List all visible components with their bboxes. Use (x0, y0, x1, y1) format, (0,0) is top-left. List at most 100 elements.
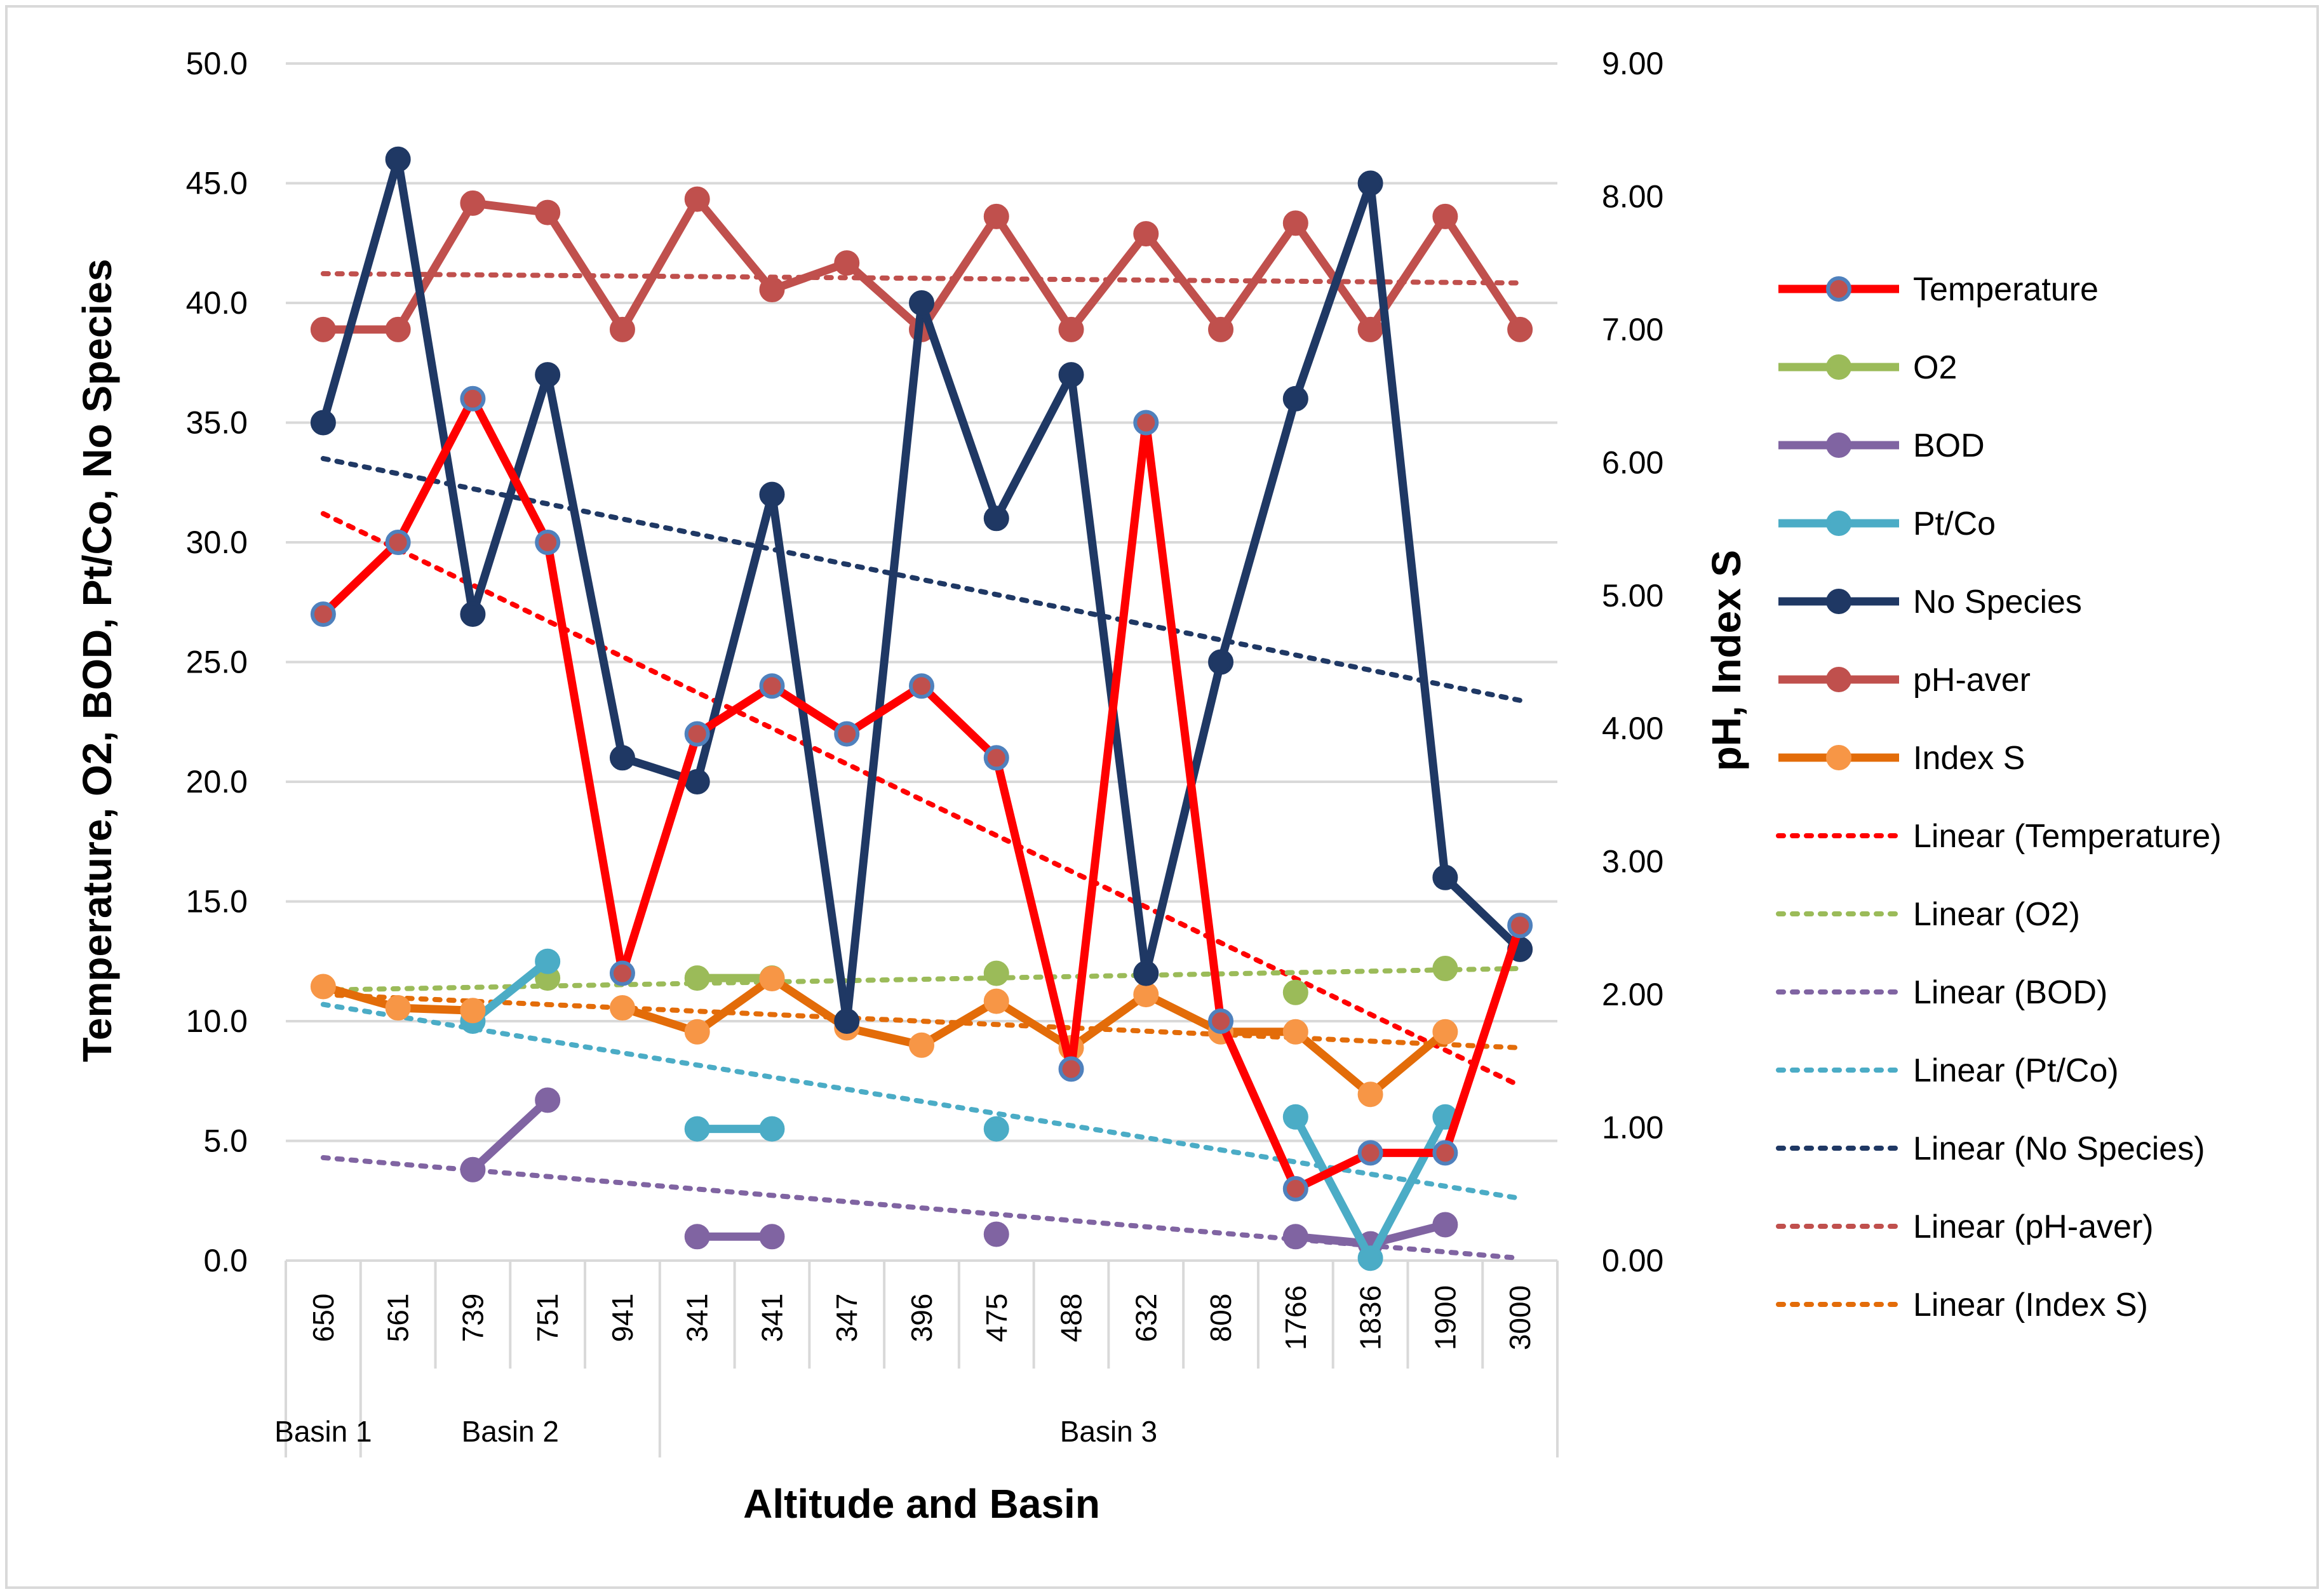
data-point (1282, 385, 1308, 412)
x-tick-label: 632 (1129, 1294, 1162, 1343)
series-line-segment (319, 982, 403, 1012)
y-left-tick-label: 30.0 (186, 525, 248, 560)
series-line-segment (842, 1023, 926, 1050)
legend-swatch-marker (1826, 589, 1851, 614)
data-point (460, 601, 486, 627)
series-line-segment (1141, 229, 1225, 334)
legend-entry: Linear (No Species) (1776, 1130, 2205, 1167)
legend-label: Linear (Index S) (1913, 1287, 2148, 1323)
legend-label: No Species (1913, 584, 2082, 620)
data-point (684, 1224, 710, 1250)
x-tick-label: 1836 (1354, 1285, 1387, 1350)
data-point (1357, 316, 1383, 342)
data-point (1357, 1082, 1383, 1108)
legend-entry: Temperature (1778, 271, 2099, 308)
y-left-tick-label: 40.0 (186, 285, 248, 321)
x-group-label: Basin 3 (1060, 1415, 1157, 1448)
y-right-tick-label: 4.00 (1602, 711, 1663, 746)
x-tick-label: 341 (681, 1294, 714, 1343)
series-line-segment (468, 394, 552, 547)
data-point (535, 362, 561, 388)
data-point (385, 316, 411, 342)
data-point (684, 721, 710, 747)
series-line-segment (1141, 658, 1225, 978)
series-line-segment (693, 681, 776, 739)
series-line-segment (618, 730, 702, 978)
y-right-tick-label: 2.00 (1602, 977, 1663, 1012)
data-point (535, 199, 561, 225)
data-point (609, 995, 635, 1021)
legend-swatch-marker (1826, 667, 1851, 692)
data-point (609, 745, 635, 771)
data-point (909, 1032, 934, 1058)
series-group (310, 385, 1533, 1202)
legend-entry: Linear (Temperature) (1776, 818, 2222, 855)
data-point (609, 960, 635, 986)
y-right-tick-label: 0.00 (1602, 1243, 1663, 1278)
data-point (1208, 316, 1234, 342)
legend-label: pH-aver (1913, 662, 2031, 699)
series (310, 146, 1533, 1271)
legend-label: Temperature (1913, 271, 2099, 308)
legend: Temperature O2 BOD Pt/Co No Species pH-aver In… (1776, 271, 2222, 1323)
data-point (1133, 960, 1159, 986)
data-point (609, 316, 635, 342)
series-line-segment (543, 370, 627, 762)
series-line-segment (1141, 990, 1225, 1036)
data-point (1432, 1140, 1458, 1166)
x-tick-label: 3000 (1503, 1285, 1536, 1350)
x-tick-label: 808 (1204, 1294, 1237, 1343)
series-line-segment (394, 155, 477, 619)
legend-label: O2 (1913, 349, 1957, 386)
data-point (385, 530, 411, 555)
data-point (909, 673, 934, 699)
y-left-tick-label: 45.0 (186, 166, 248, 201)
data-point (385, 146, 411, 172)
series-line-segment (992, 212, 1076, 334)
data-point (1357, 170, 1383, 196)
data-point (1282, 210, 1308, 236)
series-line-segment (992, 370, 1076, 523)
series-line-segment (1291, 179, 1375, 403)
series-line-segment (618, 195, 702, 334)
series-line-segment (618, 1003, 702, 1036)
x-tick-label: 488 (1055, 1294, 1088, 1343)
data-point (1133, 221, 1159, 247)
legend-label: Linear (pH-aver) (1913, 1209, 2154, 1245)
x-tick-label: 347 (830, 1294, 863, 1343)
y-left-tick-label: 20.0 (186, 764, 248, 800)
data-point (684, 186, 710, 212)
y-right-tick-label: 1.00 (1602, 1110, 1663, 1146)
data-point (1208, 649, 1234, 675)
data-point (759, 1224, 785, 1250)
legend-entry: Index S (1778, 740, 2025, 777)
data-point (1432, 1212, 1458, 1238)
legend-label: Index S (1913, 740, 2025, 777)
data-point (385, 995, 411, 1021)
legend-label: Linear (BOD) (1913, 974, 2107, 1011)
axes: 0.0 5.0 10.0 15.0 20.0 25.0 30.0 35.0 40.0 45.0 50… (186, 46, 1663, 1457)
series-line-segment (842, 258, 926, 334)
chart-frame (5, 5, 2319, 1589)
series-line-segment (1441, 921, 1524, 1157)
y-left-tick-label: 10.0 (186, 1003, 248, 1039)
data-point (1432, 203, 1458, 229)
series-line-segment (917, 997, 1001, 1050)
data-point (1058, 1056, 1084, 1082)
data-point (983, 506, 1009, 532)
data-point (983, 988, 1009, 1014)
series-line-segment (1291, 1113, 1375, 1262)
series-line-segment (1141, 419, 1225, 1026)
series-line-segment (693, 195, 776, 294)
x-tick-label: 475 (980, 1294, 1013, 1343)
legend-swatch-marker (1826, 745, 1851, 770)
legend-entry: Pt/Co (1778, 506, 1996, 542)
trendline (320, 992, 1523, 1050)
x-tick-label: 396 (905, 1294, 938, 1343)
legend-entry: Linear (BOD) (1776, 974, 2107, 1011)
y-right-tick-label: 5.00 (1602, 578, 1663, 613)
trendline (320, 511, 1523, 1088)
x-tick-label: 941 (606, 1294, 639, 1343)
data-point (1282, 1104, 1308, 1130)
y-right-tick-label: 6.00 (1602, 445, 1663, 480)
